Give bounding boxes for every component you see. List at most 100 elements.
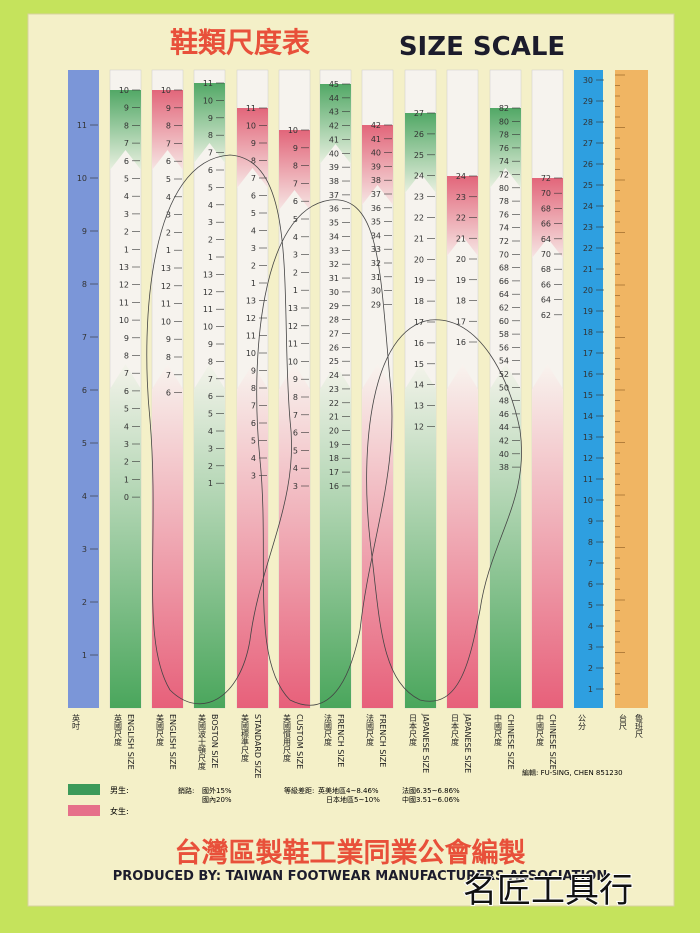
scale-number: 5 (251, 209, 256, 218)
column-label-en: STANDARD SIZE (253, 714, 262, 779)
footer-cn: 台灣區製鞋工業同業公會編製 (175, 837, 526, 869)
scale-number: 38 (499, 463, 509, 472)
scale-number: 45 (329, 80, 339, 89)
scale-number: 68 (499, 264, 509, 273)
scale-number: 12 (161, 282, 171, 291)
scale-number: 40 (499, 450, 509, 459)
scale-number: 4 (251, 454, 256, 463)
scale-number: 12 (583, 454, 593, 463)
scale-number: 10 (119, 316, 129, 325)
scale-number: 74 (499, 224, 509, 233)
scale-number: 26 (329, 343, 339, 352)
scale-number: 12 (203, 288, 213, 297)
scale-number: 10 (203, 323, 213, 332)
note-grade: 英美地區4~8.46% (318, 786, 379, 795)
scale-number: 13 (203, 270, 213, 279)
column-label-en: CUSTOM SIZE (295, 714, 304, 769)
scale-number: 13 (246, 297, 256, 306)
scale-number: 6 (124, 387, 129, 396)
scale-number: 11 (246, 104, 256, 113)
scale-number: 70 (541, 189, 551, 198)
scale-number: 16 (583, 370, 593, 379)
scale-number: 8 (124, 121, 129, 130)
scale-number: 13 (414, 402, 424, 411)
scale-number: 8 (293, 162, 298, 171)
scale-number: 23 (414, 193, 424, 202)
scale-number: 29 (371, 300, 381, 309)
scale-number: 5 (82, 439, 87, 448)
watermark: 名匠工具行 (463, 871, 633, 911)
scale-number: 37 (329, 191, 339, 200)
column-label-cn: 法國尺度 (324, 713, 333, 747)
scale-number: 7 (208, 375, 213, 384)
scale-number: 9 (588, 517, 593, 526)
scale-number: 5 (208, 183, 213, 192)
scale-number: 3 (124, 440, 129, 449)
scale-number: 25 (583, 181, 593, 190)
note-grade: 中國3.51~6.06% (402, 795, 460, 804)
scale-number: 6 (588, 580, 593, 589)
scale-number: 3 (82, 545, 87, 554)
scale-number: 24 (583, 202, 593, 211)
scale-number: 6 (293, 197, 298, 206)
scale-number: 12 (288, 322, 298, 331)
scale-number: 21 (414, 234, 424, 243)
scale-number: 2 (82, 598, 87, 607)
note-grade-label: 等級差距: (284, 786, 314, 795)
scale-number: 15 (414, 360, 424, 369)
color-band (194, 83, 225, 163)
scale-number: 7 (124, 139, 129, 148)
scale-number: 1 (588, 685, 593, 694)
scale-number: 3 (124, 210, 129, 219)
scale-number: 30 (583, 76, 593, 85)
foot-outlines (146, 154, 522, 706)
column-label-en: ENGLISH SIZE (126, 714, 135, 770)
scale-number: 3 (293, 251, 298, 260)
scale-number: 10 (119, 86, 129, 95)
scale-number: 0 (124, 493, 129, 502)
scale-number: 66 (541, 280, 551, 289)
legend-female: 女生: (110, 806, 129, 816)
scale-number: 8 (166, 122, 171, 131)
scale-number: 4 (124, 192, 129, 201)
column-label-en: FRENCH SIZE (378, 714, 387, 767)
scale-number: 29 (583, 97, 593, 106)
scale-number: 33 (329, 246, 339, 255)
color-band (405, 364, 436, 708)
scale-number: 80 (499, 117, 509, 126)
column-label-cn: 日本尺度 (409, 714, 418, 747)
scale-number: 34 (329, 232, 339, 241)
scale-number: 3 (588, 643, 593, 652)
scale-number: 5 (251, 437, 256, 446)
scale-number: 52 (499, 370, 509, 379)
scale-number: 62 (499, 304, 509, 313)
scale-number: 11 (288, 340, 298, 349)
cm-column (574, 70, 603, 708)
scale-number: 15 (583, 391, 593, 400)
scale-number: 21 (456, 234, 466, 243)
scale-number: 1 (208, 253, 213, 262)
note-sales: 國內20% (202, 795, 232, 804)
column-label-cn: 美國波士頓尺度 (198, 713, 207, 771)
scale-number: 1 (82, 651, 87, 660)
column-label-en: JAPANESE SIZE (421, 713, 430, 773)
scale-number: 19 (414, 276, 424, 285)
color-band (532, 178, 563, 258)
scale-number: 23 (329, 385, 339, 394)
scale-number: 8 (251, 157, 256, 166)
scale-number: 35 (329, 219, 339, 228)
scale-number: 54 (499, 357, 509, 366)
scale-number: 11 (203, 305, 213, 314)
scale-number: 82 (499, 104, 509, 113)
color-band (237, 364, 268, 708)
scale-number: 42 (329, 122, 339, 131)
scale-number: 6 (293, 429, 298, 438)
color-band (279, 364, 310, 708)
scale-number: 7 (293, 411, 298, 420)
scale-number: 28 (583, 118, 593, 127)
column-label-extra: 魯班尺 (635, 713, 644, 739)
scale-number: 9 (208, 114, 213, 123)
scale-columns: 1110987654321英吋1098765432113121110987654… (68, 69, 648, 779)
scale-number: 6 (166, 157, 171, 166)
scale-number: 12 (414, 423, 424, 432)
